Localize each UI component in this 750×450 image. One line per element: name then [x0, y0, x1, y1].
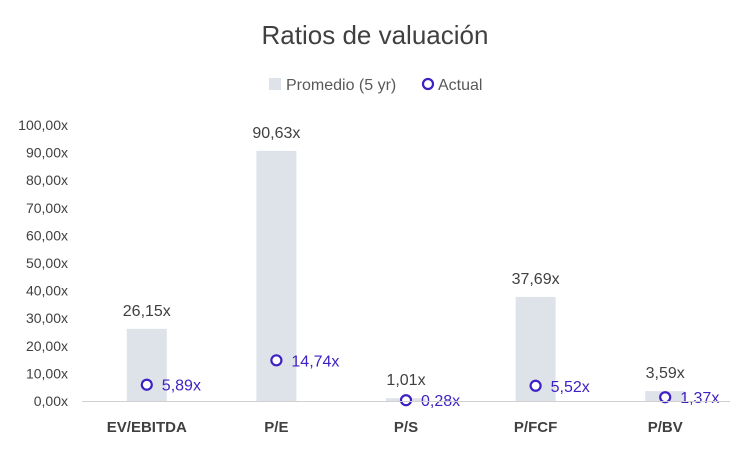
- y-tick-label: 60,00x: [26, 227, 68, 243]
- y-tick-label: 100,00x: [18, 117, 68, 133]
- bar-value-label: 37,69x: [512, 271, 560, 288]
- x-tick-label: P/BV: [648, 419, 683, 436]
- x-tick-label: P/S: [394, 419, 418, 436]
- x-axis: EV/EBITDA P/E P/S P/FCF P/BV: [82, 401, 730, 436]
- y-tick-label: 40,00x: [26, 283, 68, 299]
- point-actual: [270, 354, 283, 367]
- point-actual: [140, 378, 153, 391]
- plot-area: 26,15x90,63x1,01x37,69x3,59x5,89x14,74x0…: [123, 125, 720, 410]
- x-tick-label: EV/EBITDA: [107, 419, 187, 436]
- y-tick-label: 20,00x: [26, 338, 68, 354]
- point-actual: [659, 391, 672, 404]
- legend-swatch-promedio: [269, 78, 281, 90]
- y-tick-label: 90,00x: [26, 145, 68, 161]
- point-actual: [399, 394, 413, 407]
- y-axis: 0,00x 10,00x 20,00x 30,00x 40,00x 50,00x 60,00…: [18, 117, 68, 409]
- y-tick-label: 30,00x: [26, 310, 68, 326]
- bar-value-label: 1,01x: [386, 372, 425, 389]
- x-tick-label: P/E: [264, 419, 288, 436]
- point-value-label: 5,52x: [551, 379, 590, 396]
- y-tick-label: 50,00x: [26, 255, 68, 271]
- bar-value-label: 26,15x: [123, 303, 171, 320]
- y-tick-label: 80,00x: [26, 172, 68, 188]
- x-tick-label: P/FCF: [514, 419, 557, 436]
- legend: Promedio (5 yr) Actual: [269, 77, 482, 94]
- y-tick-label: 70,00x: [26, 200, 68, 216]
- legend-label-actual: Actual: [438, 77, 482, 94]
- bar-value-label: 90,63x: [252, 125, 300, 142]
- point-actual: [529, 379, 542, 392]
- y-tick-label: 0,00x: [34, 393, 68, 409]
- legend-marker-actual: [421, 77, 435, 91]
- point-value-label: 14,74x: [291, 353, 339, 370]
- chart-title: Ratios de valuación: [262, 20, 489, 50]
- point-value-label: 5,89x: [162, 378, 201, 395]
- legend-label-promedio: Promedio (5 yr): [286, 77, 396, 94]
- bar-value-label: 3,59x: [646, 365, 685, 382]
- y-tick-label: 10,00x: [26, 365, 68, 381]
- point-value-label: 1,37x: [680, 390, 719, 407]
